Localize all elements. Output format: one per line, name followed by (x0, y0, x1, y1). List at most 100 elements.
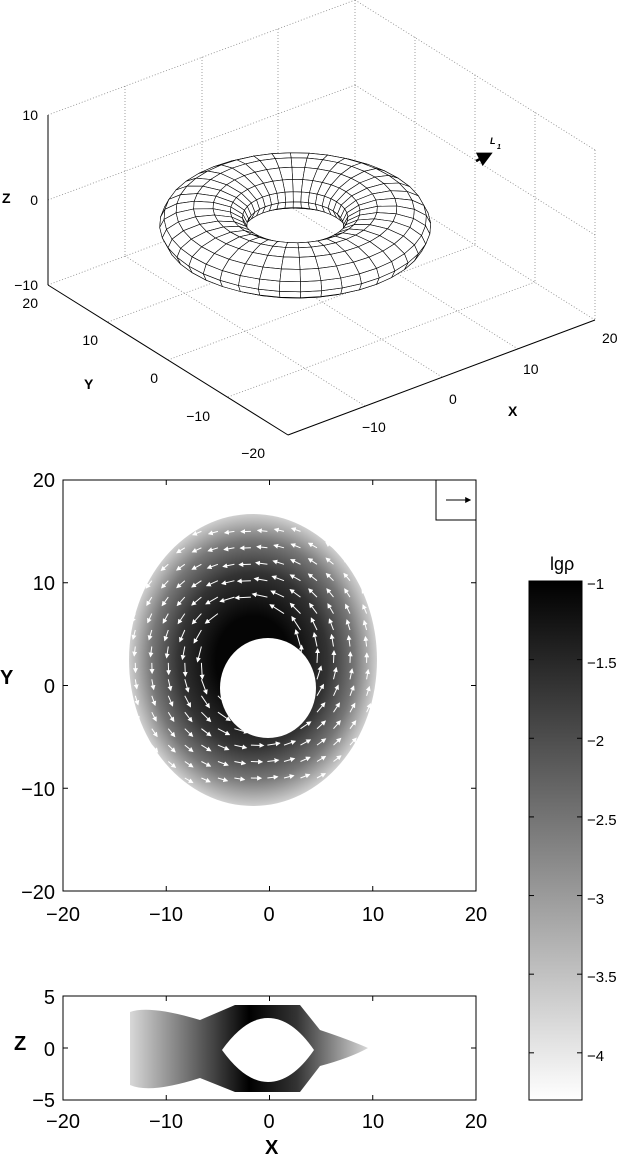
velocity-arrow (201, 777, 211, 783)
xy-x-tick: 10 (362, 904, 384, 926)
surface-facet (284, 191, 294, 203)
velocity-arrow (145, 580, 153, 589)
velocity-arrow (361, 588, 368, 598)
xy-y-tick: −10 (21, 779, 55, 801)
velocity-arrow (290, 559, 301, 565)
xy-y-axis-label: Y (0, 667, 14, 689)
velocity-arrow (342, 541, 351, 549)
z-ticks-3d: 10 0 −10 (14, 107, 38, 293)
velocity-arrow (332, 666, 338, 680)
velocity-arrow (184, 744, 194, 753)
velocity-arrow (256, 544, 268, 550)
velocity-arrow (234, 728, 249, 734)
xy-y-tick: 20 (33, 470, 55, 492)
velocity-arrow (283, 774, 295, 779)
xz-x-tick: 20 (465, 1111, 487, 1133)
velocity-arrow (191, 563, 202, 570)
colorbar-tick-labels: −1 −1.5 −2 −2.5 −3 −3.5 −4 (587, 576, 617, 1065)
velocity-arrow (363, 635, 369, 647)
velocity-arrow (184, 711, 193, 723)
velocity-arrow (300, 663, 308, 680)
surface-facet (292, 178, 304, 193)
surface-facet (259, 266, 282, 282)
xy-x-tick: −20 (46, 904, 80, 926)
xy-x-tick: −10 (149, 904, 183, 926)
z-tick-3d: 0 (30, 192, 38, 208)
velocity-arrow (180, 646, 186, 661)
velocity-arrow (273, 527, 285, 533)
xy-y-tick: 10 (33, 573, 55, 595)
xy-y-tick: 0 (44, 676, 55, 698)
velocity-arrow (167, 679, 173, 692)
velocity-arrow (326, 588, 334, 598)
surface-facet (279, 290, 301, 299)
y-ticks-3d: 20 10 0 −10 −20 (22, 295, 265, 461)
velocity-arrow (290, 527, 301, 532)
surface-facet (282, 247, 300, 258)
velocity-arrow (349, 720, 357, 729)
y-tick-3d: −20 (241, 445, 265, 461)
velocity-arrow (316, 738, 327, 746)
velocity-arrow (316, 755, 327, 762)
velocity-arrow (310, 617, 318, 631)
velocity-arrow (270, 590, 285, 598)
velocity-arrow (325, 526, 334, 532)
velocity-arrow (328, 618, 334, 631)
velocity-arrow (151, 728, 158, 738)
velocity-arrow (222, 563, 235, 569)
velocity-arrow (331, 650, 337, 663)
velocity-arrow (289, 602, 301, 614)
velocity-arrow (366, 720, 372, 729)
velocity-arrow (134, 695, 140, 706)
velocity-arrow (267, 774, 279, 780)
velocity-arrow (366, 737, 373, 746)
velocity-arrow (316, 720, 327, 730)
surface-facet (279, 280, 301, 293)
velocity-arrow (148, 646, 154, 658)
velocity-arrow (362, 619, 368, 631)
colorbar-title: lgρ (550, 554, 574, 574)
surface-facet (280, 256, 301, 270)
velocity-arrow (379, 604, 384, 614)
velocity-arrow (167, 761, 177, 769)
velocity-arrow (253, 576, 268, 582)
velocity-arrow (234, 744, 248, 750)
y-tick-3d: 10 (82, 332, 98, 348)
surface-facet (284, 201, 294, 209)
colorbar: lgρ −1 −1.5 −2 −2.5 −3 −3.5 −4 (528, 554, 617, 1101)
velocity-arrow (298, 644, 304, 663)
panel-xz: 5 0 −5 Z −20 −10 0 10 20 X (14, 987, 487, 1157)
velocity-arrow (223, 546, 235, 552)
colorbar-tick: −1 (587, 576, 604, 593)
velocity-arrow (147, 629, 153, 641)
xz-x-axis-label: X (265, 1137, 279, 1157)
x-axis-label-3d: X (508, 403, 518, 419)
velocity-arrow (349, 685, 355, 696)
velocity-arrow (162, 613, 169, 624)
velocity-arrow (182, 662, 188, 677)
velocity-arrow (167, 711, 175, 723)
velocity-arrow (196, 646, 202, 663)
xz-x-tick: −10 (149, 1111, 183, 1133)
velocity-arrow (207, 547, 219, 553)
z-tick-3d: 10 (22, 107, 38, 123)
velocity-arrow (201, 728, 212, 737)
velocity-arrow (345, 603, 351, 614)
xz-y-tick-labels: 5 0 −5 (32, 987, 55, 1112)
velocity-arrow (349, 754, 358, 762)
velocity-arrow (206, 563, 219, 570)
velocity-arrow (205, 580, 219, 587)
velocity-arrow (219, 596, 235, 603)
velocity-arrow (333, 684, 339, 697)
velocity-arrow (223, 529, 235, 535)
velocity-arrow (325, 572, 334, 582)
z-axis-label-3d: Z (2, 190, 11, 206)
velocity-arrow (271, 575, 285, 582)
x-tick-3d: 20 (602, 330, 618, 346)
velocity-arrow (283, 757, 296, 763)
velocity-arrow (200, 679, 208, 695)
velocity-arrow (193, 629, 202, 644)
reference-arrow-box (435, 479, 477, 521)
velocity-arrow (348, 668, 354, 680)
